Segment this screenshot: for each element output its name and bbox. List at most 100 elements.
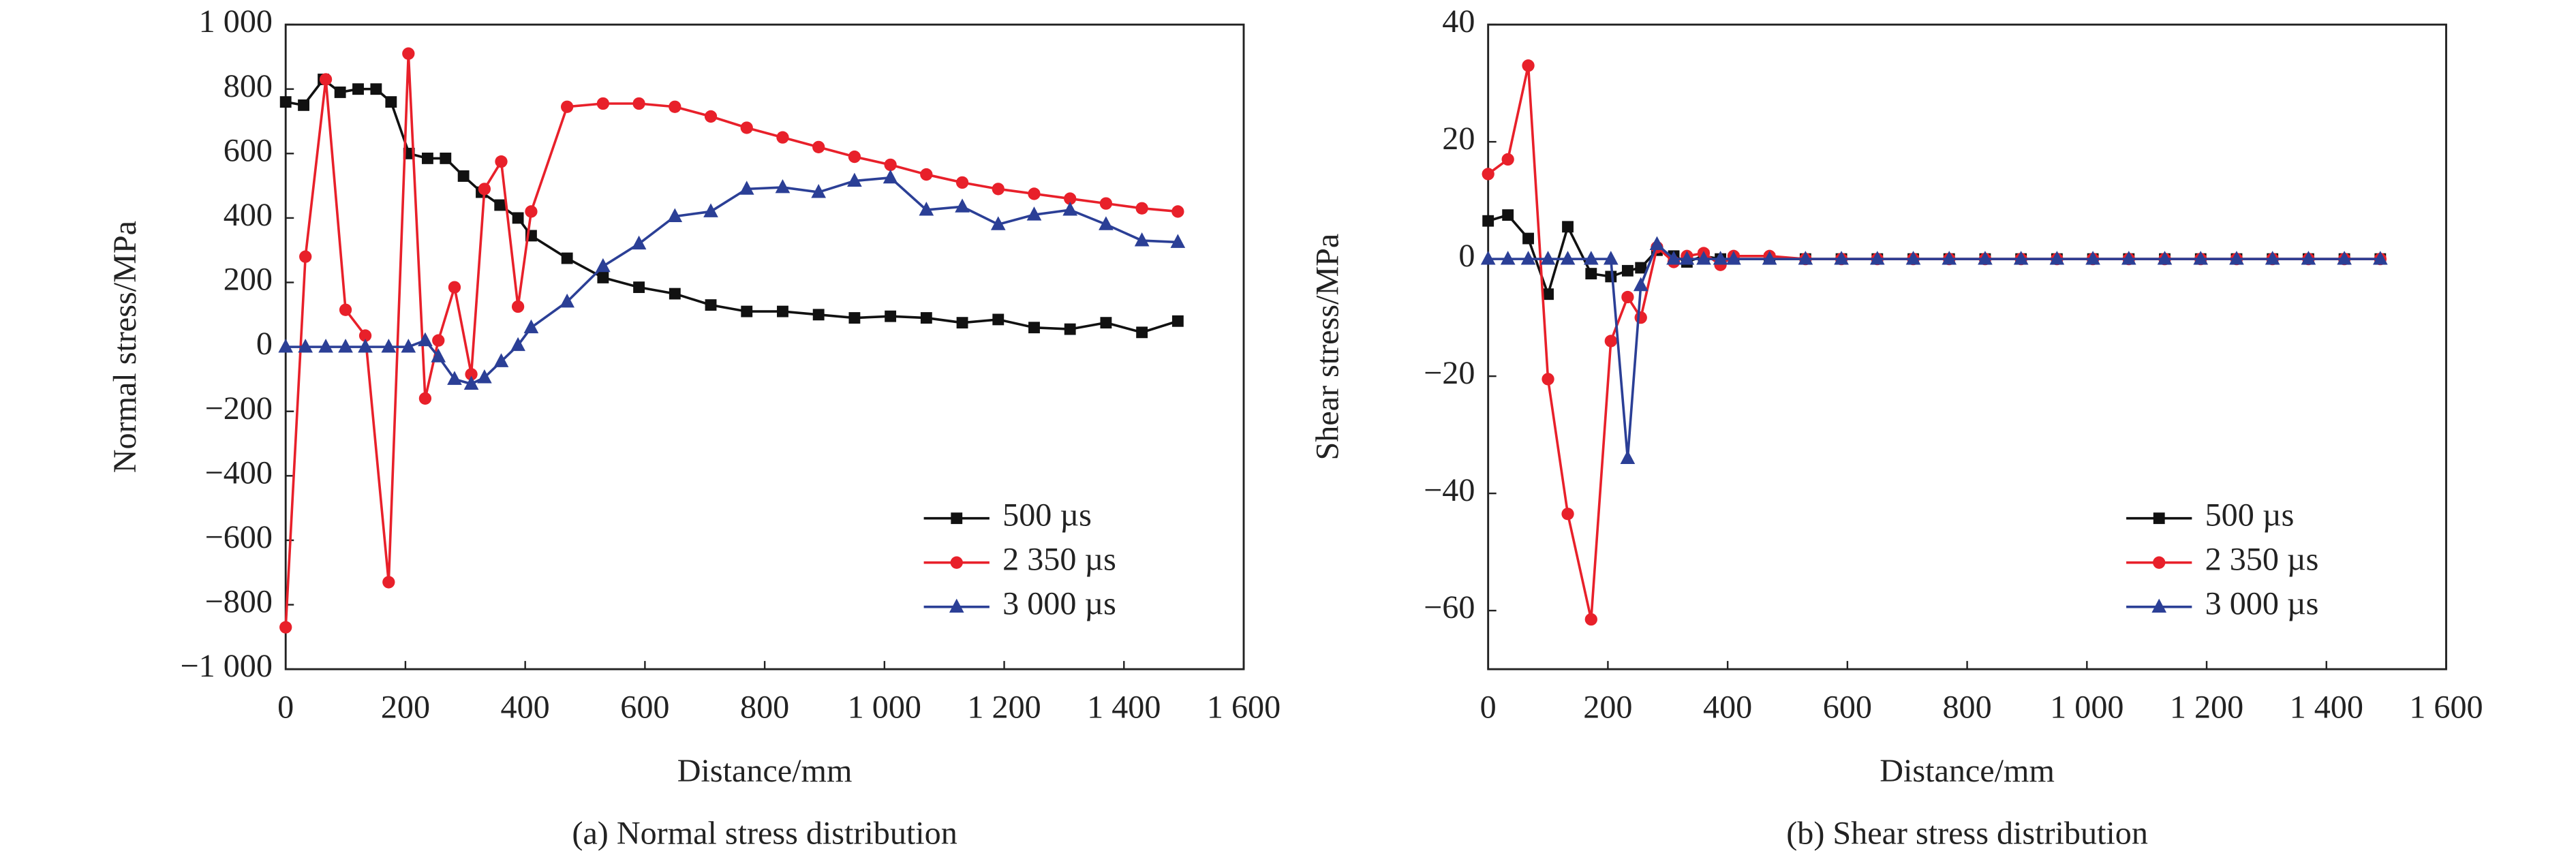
marker	[1834, 251, 1849, 265]
y-tick-label: −600	[205, 519, 273, 555]
legend-marker	[951, 512, 963, 525]
marker	[704, 110, 718, 123]
marker	[1649, 236, 1665, 251]
x-tick-label: 1 600	[2409, 689, 2483, 725]
marker	[334, 87, 346, 98]
marker	[1604, 335, 1617, 347]
marker	[1726, 251, 1741, 265]
marker	[1100, 317, 1112, 329]
marker	[667, 208, 683, 222]
y-axis-label: Shear stress/MPa	[1310, 234, 1346, 461]
marker	[1522, 59, 1535, 72]
marker	[440, 152, 452, 164]
legend-label: 3 000 µs	[2205, 586, 2319, 622]
marker	[596, 97, 610, 110]
caption: (a) Normal stress distribution	[572, 816, 957, 852]
marker	[358, 329, 372, 342]
marker	[448, 281, 461, 294]
series-line	[1487, 65, 2380, 620]
y-tick-label: 40	[1442, 3, 1475, 40]
marker	[1679, 251, 1695, 265]
marker	[885, 310, 897, 322]
marker	[848, 150, 861, 164]
marker	[318, 339, 333, 353]
x-tick-label: 600	[620, 689, 669, 725]
marker	[705, 299, 717, 311]
marker	[339, 303, 352, 316]
marker	[740, 121, 753, 134]
marker	[478, 183, 491, 196]
marker	[422, 152, 433, 164]
marker	[352, 83, 364, 95]
marker	[2229, 251, 2244, 265]
marker	[2157, 251, 2173, 265]
marker	[1480, 251, 1496, 265]
marker	[1620, 450, 1636, 464]
legend-label: 500 µs	[2205, 497, 2295, 533]
marker	[370, 83, 382, 95]
x-tick-label: 1 400	[1087, 689, 1161, 725]
marker	[741, 305, 753, 318]
marker	[418, 392, 432, 405]
marker	[457, 170, 470, 182]
marker	[465, 368, 478, 381]
marker	[401, 339, 416, 353]
x-tick-label: 1 400	[2290, 689, 2363, 725]
marker	[299, 250, 312, 263]
marker	[525, 205, 538, 218]
marker	[512, 212, 524, 224]
x-tick-label: 800	[740, 689, 789, 725]
y-tick-label: 400	[224, 197, 273, 233]
marker	[279, 96, 292, 108]
marker	[559, 293, 574, 308]
marker	[1501, 153, 1514, 166]
marker	[523, 319, 539, 334]
marker	[992, 183, 1005, 196]
marker	[1028, 187, 1041, 200]
marker	[1171, 315, 1184, 327]
marker	[1136, 326, 1148, 339]
x-tick-label: 200	[381, 689, 430, 725]
marker	[431, 348, 446, 362]
marker	[597, 271, 609, 283]
marker	[1905, 251, 1921, 265]
marker	[1099, 216, 1114, 230]
marker	[298, 99, 309, 111]
marker	[1583, 251, 1599, 265]
marker	[1621, 290, 1634, 304]
marker	[1026, 206, 1042, 221]
marker	[1762, 251, 1777, 265]
x-tick-label: 400	[501, 689, 550, 725]
marker	[920, 168, 933, 181]
legend-marker	[2151, 598, 2167, 613]
legend-label: 500 µs	[1002, 497, 1092, 533]
marker	[1099, 197, 1113, 210]
y-tick-label: −400	[205, 454, 273, 491]
marker	[1621, 264, 1634, 277]
marker	[1502, 209, 1514, 221]
marker	[883, 169, 898, 184]
x-tick-label: 1 600	[1207, 689, 1281, 725]
marker	[1500, 251, 1516, 265]
marker	[298, 339, 313, 353]
y-tick-label: 600	[224, 132, 273, 168]
marker	[1603, 251, 1619, 265]
y-tick-label: −1 000	[181, 648, 273, 684]
marker	[847, 172, 862, 187]
marker	[418, 332, 433, 347]
marker	[596, 258, 611, 273]
marker	[1562, 221, 1574, 233]
x-tick-label: 1 200	[2170, 689, 2243, 725]
marker	[1633, 277, 1649, 292]
marker	[955, 198, 970, 213]
y-tick-label: −20	[1424, 355, 1475, 391]
marker	[1028, 322, 1040, 334]
x-tick-label: 1 200	[967, 689, 1041, 725]
marker	[338, 339, 353, 353]
marker	[1635, 262, 1647, 274]
marker	[1540, 251, 1556, 265]
marker	[493, 353, 509, 367]
marker	[884, 158, 897, 172]
legend-label: 2 350 µs	[1002, 542, 1116, 578]
marker	[2265, 251, 2280, 265]
